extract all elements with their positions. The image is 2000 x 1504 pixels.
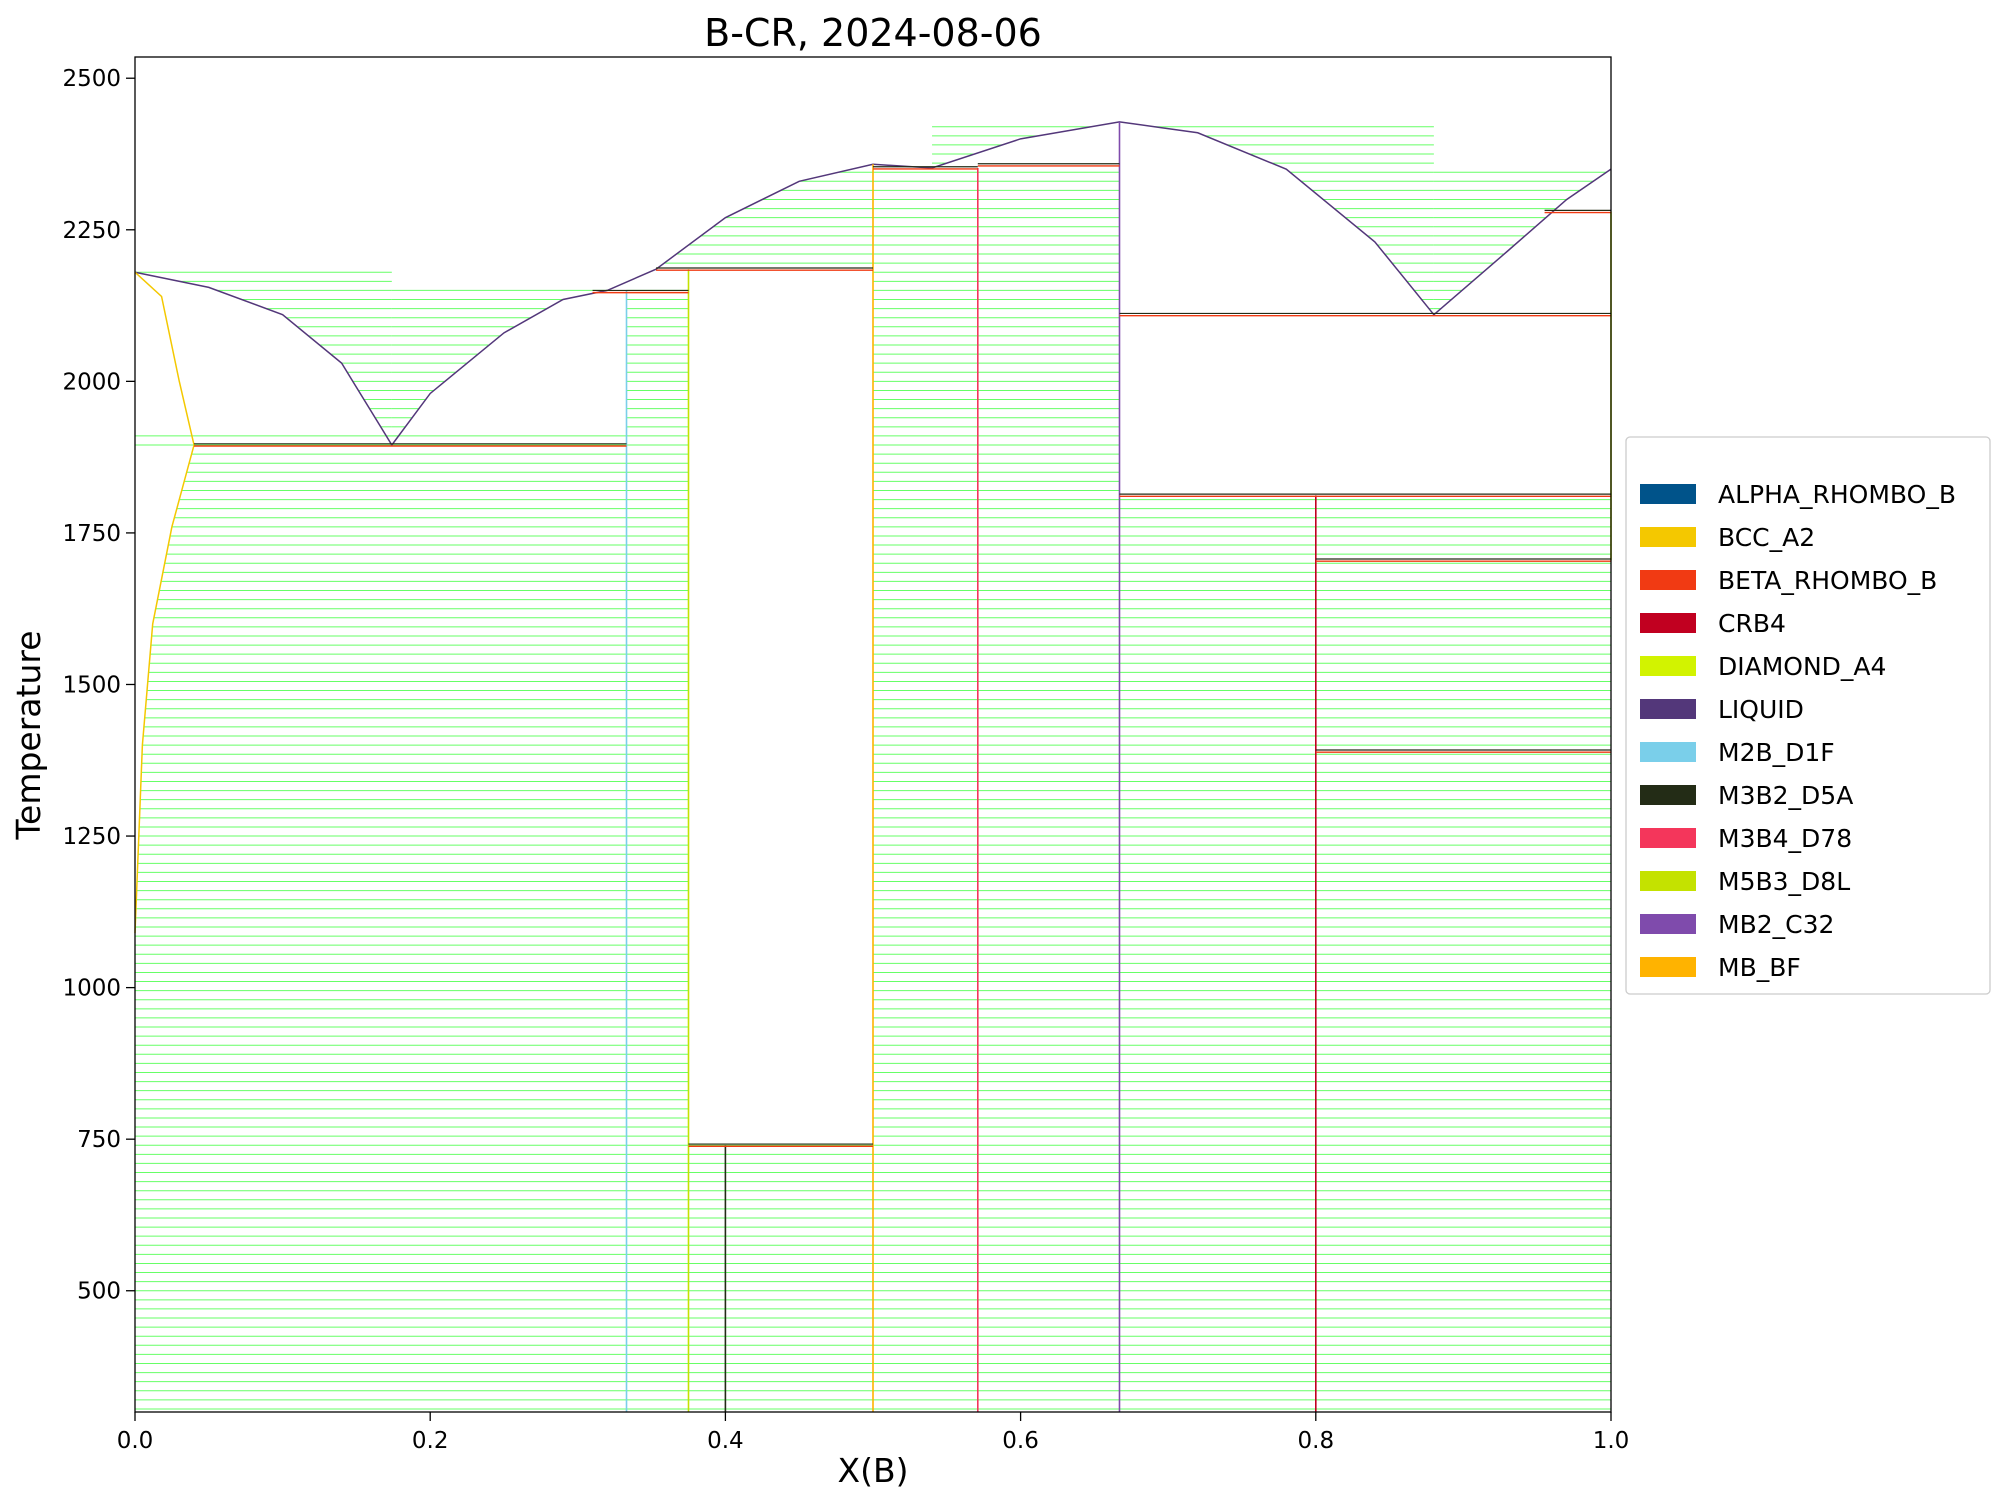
legend-frame	[1625, 436, 1991, 995]
legend-swatch	[1640, 656, 1696, 676]
plot-frame	[134, 56, 1612, 1413]
x-tick-label: 0.8	[1298, 1428, 1335, 1454]
x-tick-label: 0.4	[707, 1428, 744, 1454]
legend-swatch	[1640, 613, 1696, 633]
legend-label: BCC_A2	[1718, 523, 1815, 552]
y-tick-label: 1750	[62, 521, 121, 547]
legend-swatch	[1640, 742, 1696, 762]
legend-label: DIAMOND_A4	[1718, 652, 1886, 681]
x-tick-label: 0.6	[1002, 1428, 1039, 1454]
y-tick-label: 1500	[62, 672, 121, 698]
phase-boundaries-layer	[134, 121, 1612, 1412]
bcc-solvus-line	[134, 271, 195, 934]
legend-swatch	[1640, 785, 1696, 805]
y-tick-label: 750	[77, 1127, 121, 1153]
chart-title: B-CR, 2024-08-06	[704, 11, 1042, 55]
y-tick-label: 2250	[62, 218, 121, 244]
x-axis: 0.0 0.2 0.4 0.6 0.8 1.0	[117, 1412, 1630, 1454]
legend-label: CRB4	[1718, 609, 1786, 638]
legend-label: BETA_RHOMBO_B	[1718, 566, 1937, 595]
legend-label: M5B3_D8L	[1718, 867, 1850, 896]
legend-label: M3B2_D5A	[1718, 781, 1853, 810]
y-axis-label: Temperature	[9, 630, 48, 840]
x-tick-label: 0.0	[117, 1428, 154, 1454]
legend-label: M2B_D1F	[1718, 738, 1835, 767]
y-tick-label: 2500	[62, 66, 121, 92]
y-tick-label: 1000	[62, 976, 121, 1002]
legend-swatch	[1640, 527, 1696, 547]
y-tick-label: 2000	[62, 369, 121, 395]
y-tick-label: 500	[77, 1279, 121, 1305]
legend-label: MB2_C32	[1718, 910, 1834, 939]
legend-swatch	[1640, 484, 1696, 504]
legend-swatch	[1640, 871, 1696, 891]
liquidus-line	[134, 121, 1612, 447]
legend-label: LIQUID	[1718, 695, 1804, 724]
x-axis-label: X(B)	[838, 1451, 909, 1490]
legend-label: MB_BF	[1718, 953, 1801, 982]
y-axis: 500 750 1000 1250 1500 1750 2000 2250 2500	[62, 66, 135, 1305]
tie-lines-layer	[135, 126, 1611, 1410]
legend-swatch	[1640, 699, 1696, 719]
legend-label: ALPHA_RHOMBO_B	[1718, 480, 1956, 509]
legend-label: M3B4_D78	[1718, 824, 1852, 853]
x-tick-label: 0.2	[412, 1428, 449, 1454]
legend-swatch	[1640, 957, 1696, 977]
y-tick-label: 1250	[62, 824, 121, 850]
legend: ALPHA_RHOMBO_B BCC_A2 BETA_RHOMBO_B CRB4 DIA…	[1625, 436, 1991, 995]
x-tick-label: 1.0	[1593, 1428, 1630, 1454]
legend-swatch	[1640, 828, 1696, 848]
legend-swatch	[1640, 914, 1696, 934]
legend-swatch	[1640, 570, 1696, 590]
